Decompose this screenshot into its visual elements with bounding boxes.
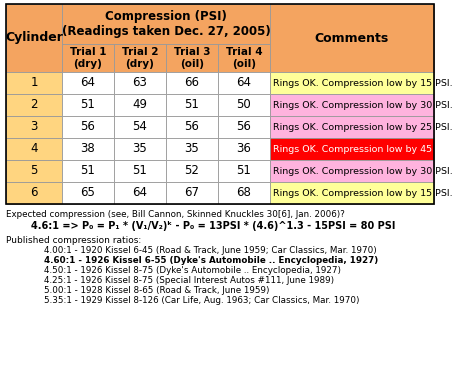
Bar: [166, 138, 218, 160]
Text: 64: 64: [133, 186, 147, 200]
Text: 5.00:1 - 1928 Kissel 8-65 (Road & Track, June 1959): 5.00:1 - 1928 Kissel 8-65 (Road & Track,…: [44, 286, 270, 295]
Text: 51: 51: [81, 165, 95, 177]
Text: 51: 51: [237, 165, 251, 177]
Text: 38: 38: [81, 142, 95, 155]
Text: Published compression ratios:: Published compression ratios:: [6, 236, 141, 245]
Bar: [114, 44, 166, 72]
Text: 49: 49: [133, 99, 147, 111]
Bar: [218, 182, 270, 204]
Text: Compression (PSI)
(Readings taken Dec. 27, 2005): Compression (PSI) (Readings taken Dec. 2…: [62, 10, 270, 38]
Bar: [114, 182, 166, 204]
Text: Rings OK. Compression low by 25 PSI.: Rings OK. Compression low by 25 PSI.: [273, 123, 453, 131]
Text: 4: 4: [30, 142, 38, 155]
Bar: [114, 116, 166, 138]
Text: Trial 2
(dry): Trial 2 (dry): [122, 47, 158, 69]
Text: Trial 4
(oil): Trial 4 (oil): [226, 47, 262, 69]
Text: Cylinder: Cylinder: [5, 31, 63, 45]
Bar: [62, 94, 114, 116]
Text: Rings OK. Compression low by 15 PSI.: Rings OK. Compression low by 15 PSI.: [273, 79, 453, 87]
Bar: [114, 138, 166, 160]
Text: 67: 67: [184, 186, 200, 200]
Text: 50: 50: [237, 99, 251, 111]
Bar: [114, 72, 166, 94]
Bar: [218, 138, 270, 160]
Bar: [218, 116, 270, 138]
Text: 68: 68: [237, 186, 251, 200]
Bar: [6, 94, 62, 116]
Text: Rings OK. Compression low by 15 PSI.: Rings OK. Compression low by 15 PSI.: [273, 189, 453, 197]
Bar: [62, 138, 114, 160]
Bar: [218, 72, 270, 94]
Text: 51: 51: [133, 165, 147, 177]
Text: Trial 1
(dry): Trial 1 (dry): [70, 47, 106, 69]
Bar: [62, 160, 114, 182]
Text: 51: 51: [184, 99, 200, 111]
Text: 63: 63: [133, 76, 147, 90]
Bar: [218, 160, 270, 182]
Bar: [270, 72, 434, 94]
Bar: [166, 44, 218, 72]
Bar: [218, 44, 270, 72]
Text: 3: 3: [30, 121, 38, 134]
Text: Rings OK. Compression low by 30 PSI.: Rings OK. Compression low by 30 PSI.: [273, 166, 453, 176]
Bar: [6, 160, 62, 182]
Text: 1: 1: [30, 76, 38, 90]
Text: 2: 2: [30, 99, 38, 111]
Bar: [6, 138, 62, 160]
Bar: [62, 182, 114, 204]
Bar: [166, 160, 218, 182]
Text: 35: 35: [185, 142, 200, 155]
Bar: [62, 116, 114, 138]
Bar: [270, 182, 434, 204]
Text: 52: 52: [184, 165, 200, 177]
Bar: [270, 116, 434, 138]
Text: 66: 66: [184, 76, 200, 90]
Text: 6: 6: [30, 186, 38, 200]
Text: 56: 56: [237, 121, 251, 134]
Bar: [166, 182, 218, 204]
Bar: [166, 116, 218, 138]
Bar: [6, 4, 62, 72]
Text: 4.25:1 - 1926 Kissel 8-75 (Special Interest Autos #111, June 1989): 4.25:1 - 1926 Kissel 8-75 (Special Inter…: [44, 276, 334, 285]
Bar: [6, 116, 62, 138]
Bar: [270, 94, 434, 116]
Text: 36: 36: [237, 142, 251, 155]
Text: 56: 56: [184, 121, 200, 134]
Bar: [270, 138, 434, 160]
Text: 35: 35: [133, 142, 147, 155]
Text: 5: 5: [30, 165, 38, 177]
Bar: [114, 160, 166, 182]
Text: 56: 56: [81, 121, 95, 134]
Bar: [62, 4, 270, 44]
Text: 4.60:1 - 1926 Kissel 6-55 (Dyke's Automobile .. Encyclopedia, 1927): 4.60:1 - 1926 Kissel 6-55 (Dyke's Automo…: [44, 256, 378, 265]
Text: 51: 51: [81, 99, 95, 111]
Text: 4.00:1 - 1920 Kissel 6-45 (Road & Track, June 1959; Car Classics, Mar. 1970): 4.00:1 - 1920 Kissel 6-45 (Road & Track,…: [44, 246, 377, 255]
Bar: [270, 160, 434, 182]
Bar: [218, 94, 270, 116]
Bar: [270, 4, 434, 72]
Bar: [166, 94, 218, 116]
Text: 4.50:1 - 1926 Kissel 8-75 (Dyke's Automobile .. Encyclopedia, 1927): 4.50:1 - 1926 Kissel 8-75 (Dyke's Automo…: [44, 266, 341, 275]
Bar: [6, 182, 62, 204]
Bar: [114, 94, 166, 116]
Text: Expected compression (see, Bill Cannon, Skinned Knuckles 30[6], Jan. 2006)?: Expected compression (see, Bill Cannon, …: [6, 210, 345, 219]
Bar: [62, 72, 114, 94]
Text: 4.6:1 => P₀ = P₁ * (V₁/V₂)ᵏ - P₀ = 13PSI * (4.6)^1.3 - 15PSI = 80 PSI: 4.6:1 => P₀ = P₁ * (V₁/V₂)ᵏ - P₀ = 13PSI…: [31, 221, 395, 231]
Bar: [6, 4, 434, 204]
Text: 65: 65: [81, 186, 95, 200]
Text: Rings OK. Compression low by 30 PSI.: Rings OK. Compression low by 30 PSI.: [273, 100, 453, 110]
Bar: [6, 72, 62, 94]
Text: Comments: Comments: [315, 31, 389, 45]
Text: 64: 64: [81, 76, 95, 90]
Text: Trial 3
(oil): Trial 3 (oil): [174, 47, 210, 69]
Text: 64: 64: [237, 76, 252, 90]
Text: 5.35:1 - 1929 Kissel 8-126 (Car Life, Aug. 1963; Car Classics, Mar. 1970): 5.35:1 - 1929 Kissel 8-126 (Car Life, Au…: [44, 296, 359, 305]
Bar: [166, 72, 218, 94]
Text: Rings OK. Compression low by 45 PSI!: Rings OK. Compression low by 45 PSI!: [273, 145, 453, 154]
Text: 54: 54: [133, 121, 147, 134]
Bar: [62, 44, 114, 72]
